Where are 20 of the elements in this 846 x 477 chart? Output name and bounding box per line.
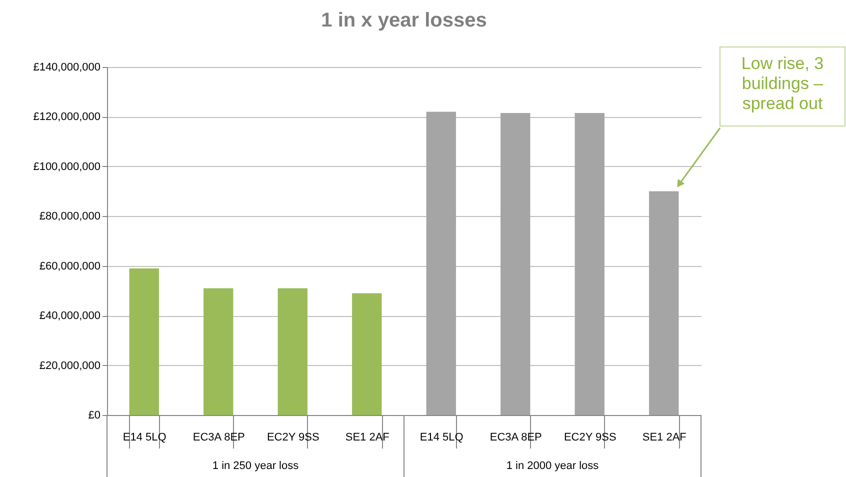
y-tick-label: £20,000,000 — [39, 360, 100, 372]
text: 1 in 250 year loss — [212, 460, 300, 472]
chart-title: 1 in x year losses — [321, 10, 487, 32]
x-tick-label: EC3A 8EP — [490, 432, 542, 444]
y-tick-label: £0 — [88, 410, 100, 422]
y-tick-label: £60,000,000 — [39, 260, 100, 272]
x-tick-label: SE1 2AF — [345, 432, 390, 444]
x-tick-label: EC3A 8EP — [192, 432, 245, 444]
text: Low rise, 3 buildings – spread out — [741, 54, 824, 113]
x-tick-label: E14 5LQ — [420, 432, 464, 444]
y-tick-label: £120,000,000 — [33, 111, 100, 124]
text: 1 in 2000 year loss — [506, 460, 600, 472]
y-tick-label: £100,000,000 — [33, 160, 100, 173]
y-tick-label: £140,000,000 — [33, 62, 100, 74]
x-tick-label: E14 5LQ — [122, 432, 167, 444]
x-tick-label: EC2Y 9SS — [266, 432, 320, 444]
x-tick-label: EC2Y 9SS — [564, 432, 616, 444]
y-tick-label: £40,000,000 — [39, 310, 100, 322]
x-tick-label: SE1 2AF — [642, 432, 687, 444]
y-tick-label: £80,000,000 — [39, 210, 100, 223]
